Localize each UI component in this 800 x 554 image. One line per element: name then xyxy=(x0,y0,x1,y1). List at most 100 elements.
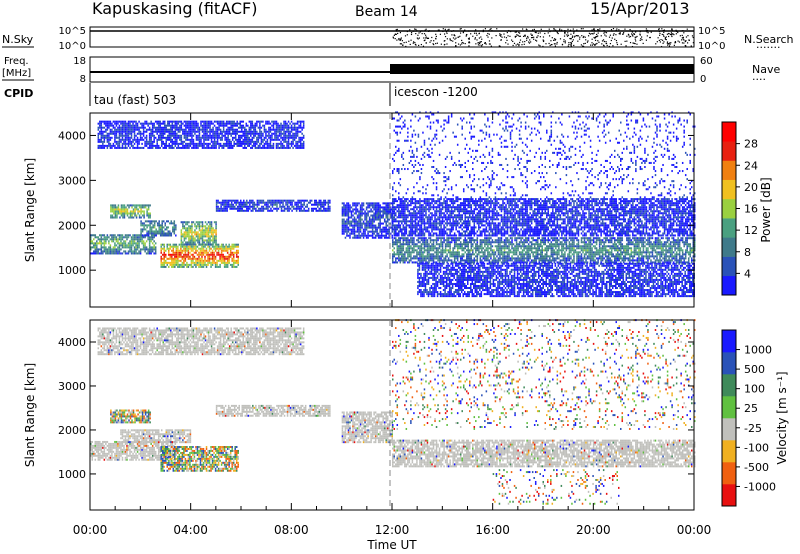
range-cell xyxy=(218,260,220,262)
range-cell xyxy=(431,259,433,261)
range-cell xyxy=(486,243,488,245)
range-cell xyxy=(514,239,516,241)
range-cell xyxy=(173,266,175,268)
range-cell xyxy=(502,241,504,243)
range-cell xyxy=(519,253,521,255)
range-cell xyxy=(367,227,369,229)
range-cell xyxy=(172,143,174,145)
range-cell xyxy=(220,208,222,210)
range-cell xyxy=(158,222,160,224)
range-cell xyxy=(355,208,357,210)
range-cell xyxy=(191,239,193,241)
nsearch-point xyxy=(663,36,664,37)
range-cell xyxy=(115,212,117,214)
range-cell xyxy=(120,252,122,254)
range-cell xyxy=(379,231,381,233)
nsearch-point xyxy=(594,32,595,33)
range-cell xyxy=(201,252,203,254)
range-cell xyxy=(281,202,283,204)
range-cell xyxy=(181,233,183,235)
range-cell xyxy=(468,237,470,239)
range-cell xyxy=(212,137,214,139)
range-cell xyxy=(119,139,121,141)
range-cell xyxy=(367,202,369,204)
range-cell xyxy=(253,145,255,147)
nsearch-point xyxy=(545,43,546,44)
range-cell xyxy=(354,233,356,235)
range-cell xyxy=(143,226,145,228)
range-cell xyxy=(170,127,172,129)
range-cell xyxy=(505,255,507,257)
range-cell xyxy=(323,210,325,212)
range-cell xyxy=(514,259,516,261)
range-cell xyxy=(240,206,242,208)
range-cell xyxy=(121,206,123,208)
range-cell xyxy=(376,231,378,233)
range-cell xyxy=(191,127,193,129)
range-cell xyxy=(129,121,131,123)
range-cell xyxy=(218,125,220,127)
range-cell xyxy=(446,255,448,257)
range-cell xyxy=(135,248,137,250)
nsearch-point xyxy=(550,40,551,41)
range-cell xyxy=(233,262,235,264)
range-cell xyxy=(511,245,513,247)
range-cell xyxy=(209,135,211,137)
range-cell xyxy=(369,210,371,212)
range-cell xyxy=(167,137,169,139)
range-cell xyxy=(134,250,136,252)
range-cell xyxy=(381,210,383,212)
range-cell xyxy=(115,204,117,206)
nsearch-point xyxy=(583,36,584,37)
range-cell xyxy=(186,262,188,264)
range-cell xyxy=(232,121,234,123)
range-cell xyxy=(211,145,213,147)
range-cell xyxy=(209,131,211,133)
range-cell xyxy=(101,147,103,149)
range-cell xyxy=(188,243,190,245)
range-cell xyxy=(283,121,285,123)
nsearch-point xyxy=(682,42,683,43)
nsearch-point xyxy=(526,38,527,39)
range-cell xyxy=(146,137,148,139)
range-cell xyxy=(343,231,345,233)
range-cell xyxy=(505,257,507,259)
nsearch-point xyxy=(501,37,502,38)
range-cell xyxy=(360,217,362,219)
range-cell xyxy=(202,233,204,235)
range-cell xyxy=(201,246,203,248)
range-cell xyxy=(384,208,386,210)
range-cell xyxy=(183,260,185,262)
range-cell xyxy=(427,249,429,251)
range-cell xyxy=(319,200,321,202)
range-cell xyxy=(147,238,149,240)
range-cell xyxy=(239,145,241,147)
range-cell xyxy=(185,123,187,125)
freq-label-line1: Freq. xyxy=(4,56,29,67)
range-cell xyxy=(147,143,149,145)
range-cell xyxy=(215,239,217,241)
range-cell xyxy=(196,139,198,141)
range-cell xyxy=(209,225,211,227)
range-cell xyxy=(123,242,125,244)
range-cell xyxy=(508,259,510,261)
range-cell xyxy=(197,131,199,133)
range-cell xyxy=(251,206,253,208)
range-cell xyxy=(511,255,513,257)
range-cell xyxy=(175,141,177,143)
range-cell xyxy=(225,210,227,212)
range-cell xyxy=(397,245,399,247)
range-cell xyxy=(125,210,127,212)
range-cell xyxy=(98,135,100,137)
range-cell xyxy=(283,137,285,139)
range-cell xyxy=(110,234,112,236)
range-cell xyxy=(452,239,454,241)
range-cell xyxy=(108,127,110,129)
range-cell xyxy=(208,127,210,129)
range-cell xyxy=(184,235,186,237)
range-cell xyxy=(185,229,187,231)
range-cell xyxy=(144,143,146,145)
range-cell xyxy=(181,243,183,245)
range-cell xyxy=(143,234,145,236)
range-cell xyxy=(112,206,114,208)
